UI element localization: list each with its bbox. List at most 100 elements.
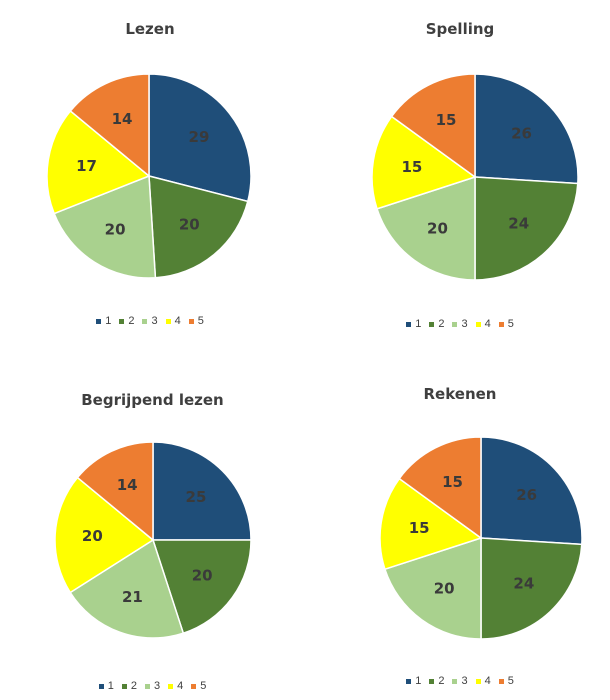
data-label-3: 20 [105, 220, 126, 238]
legend-label: 3 [461, 675, 468, 687]
pie-slice-5 [76, 441, 154, 542]
chart-title: Spelling [425, 20, 495, 38]
legend-swatch [98, 683, 104, 689]
legend-label: 3 [151, 315, 158, 327]
pie-plot: 29 20 20 17 14 [46, 73, 252, 279]
legend-label: 1 [107, 680, 114, 692]
pie-slice-4 [379, 477, 483, 571]
pie-chart-lezen: Lezen 29 20 20 17 14 1 2 3 4 5 [0, 0, 300, 340]
legend-swatch [475, 678, 481, 684]
pie-slice-3 [69, 538, 185, 639]
legend-item-1: 1 [96, 315, 111, 327]
chart-title: Begrijpend lezen [81, 391, 224, 409]
legend-swatch [406, 678, 412, 684]
legend-swatch [188, 318, 194, 324]
data-label-4: 20 [82, 527, 103, 545]
data-label-1: 26 [516, 486, 537, 504]
pie-slice-1 [474, 73, 579, 185]
legend-swatch [498, 321, 504, 327]
pie-slice-3 [376, 175, 476, 281]
data-label-2: 20 [192, 567, 213, 585]
legend-label: 1 [415, 318, 422, 330]
chart-title: Rekenen [423, 385, 497, 403]
chart-title: Lezen [125, 20, 175, 38]
legend-swatch [498, 678, 504, 684]
pie-slice-4 [54, 476, 155, 594]
legend-item-4: 4 [475, 675, 491, 687]
legend-swatch [429, 321, 435, 327]
pie-slice-4 [371, 115, 477, 210]
legend-swatch [119, 318, 125, 324]
data-label-5: 15 [442, 473, 463, 491]
chart-legend: 1 2 3 4 5 [0, 315, 300, 327]
pie-chart-spelling: Spelling 26 24 20 15 15 1 2 3 4 5 [310, 0, 610, 340]
pie-slice-1 [148, 73, 252, 203]
legend-swatch [406, 321, 412, 327]
data-label-4: 17 [76, 157, 97, 175]
legend-label: 2 [438, 675, 445, 687]
legend-swatch [452, 678, 458, 684]
chart-legend: 1 2 3 4 5 [0, 680, 305, 692]
data-label-3: 21 [122, 588, 143, 606]
pie-slice-5 [69, 73, 150, 178]
legend-label: 5 [197, 315, 204, 327]
pie-slice-2 [474, 176, 579, 281]
legend-item-3: 3 [142, 315, 158, 327]
data-label-2: 24 [513, 575, 534, 593]
data-label-3: 20 [427, 220, 448, 238]
legend-item-1: 1 [406, 675, 421, 687]
legend-item-1: 1 [98, 680, 114, 692]
data-label-2: 20 [179, 216, 200, 234]
pie-slice-1 [480, 436, 583, 546]
legend-label: 3 [461, 318, 468, 330]
data-label-4: 15 [401, 158, 422, 176]
data-label-1: 25 [186, 488, 207, 506]
data-label-3: 20 [434, 580, 455, 598]
legend-item-4: 4 [475, 318, 491, 330]
legend-label: 4 [484, 318, 491, 330]
legend-swatch [165, 318, 171, 324]
legend-item-5: 5 [188, 315, 204, 327]
legend-label: 2 [130, 680, 137, 692]
chart-legend: 1 2 3 4 5 [310, 675, 610, 687]
legend-item-2: 2 [121, 680, 137, 692]
legend-swatch [168, 683, 174, 689]
legend-item-2: 2 [119, 315, 134, 327]
legend-swatch [144, 683, 150, 689]
legend-swatch [475, 321, 481, 327]
pie-plot: 25 20 21 20 14 [54, 441, 252, 639]
legend-swatch [96, 318, 102, 324]
legend-label: 2 [128, 315, 135, 327]
pie-slice-2 [151, 539, 252, 635]
legend-swatch [452, 321, 458, 327]
pie-slice-2 [480, 537, 583, 640]
data-label-2: 24 [508, 215, 529, 233]
legend-swatch [429, 678, 435, 684]
data-label-5: 15 [436, 111, 457, 129]
data-label-5: 14 [117, 476, 138, 494]
pie-chart-rekenen: Rekenen 26 24 20 15 15 1 2 3 4 5 [310, 360, 610, 700]
legend-label: 5 [507, 318, 514, 330]
legend-label: 4 [174, 315, 181, 327]
legend-swatch [191, 683, 197, 689]
legend-item-3: 3 [144, 680, 161, 692]
data-label-5: 14 [112, 110, 133, 128]
legend-label: 5 [200, 680, 207, 692]
legend-swatch [121, 683, 127, 689]
legend-item-2: 2 [429, 675, 444, 687]
pie-slice-2 [148, 175, 249, 279]
legend-item-3: 3 [452, 675, 468, 687]
pie-slice-1 [152, 441, 252, 541]
legend-swatch [142, 318, 148, 324]
pie-slice-4 [46, 109, 151, 215]
legend-label: 3 [153, 680, 161, 692]
data-label-1: 29 [189, 128, 210, 146]
legend-item-5: 5 [498, 318, 514, 330]
legend-item-1: 1 [406, 318, 421, 330]
legend-item-4: 4 [165, 315, 181, 327]
legend-item-5: 5 [191, 680, 206, 692]
pie-slice-3 [383, 536, 482, 640]
legend-label: 1 [105, 315, 112, 327]
legend-label: 2 [438, 318, 445, 330]
legend-item-3: 3 [452, 318, 468, 330]
